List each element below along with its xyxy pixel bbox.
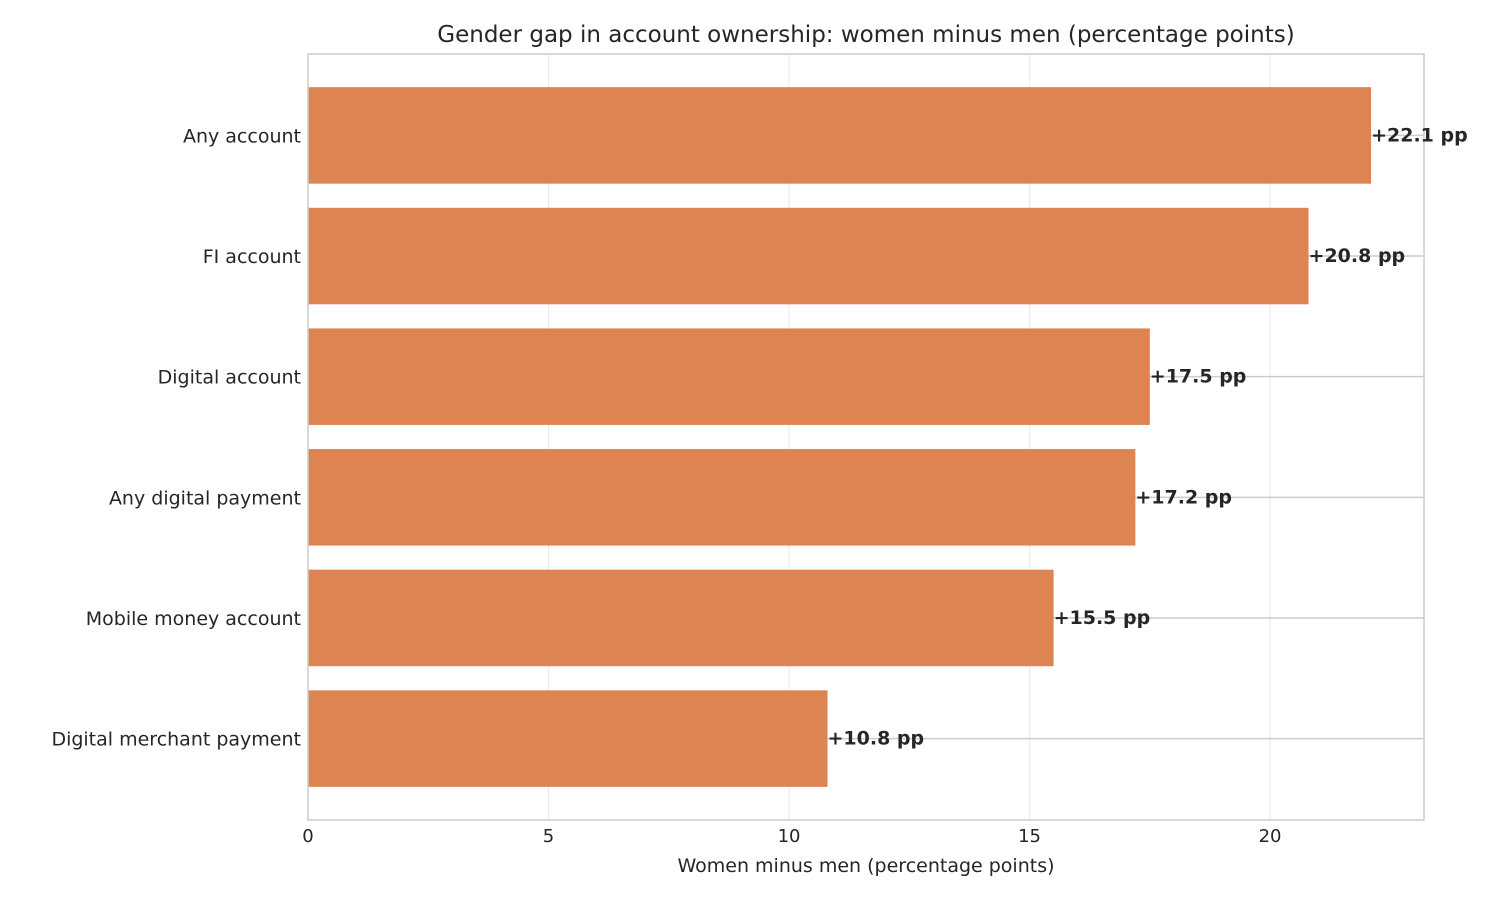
y-tick-label: Any digital payment xyxy=(109,487,301,509)
bar xyxy=(308,207,1309,305)
x-axis-label: Women minus men (percentage points) xyxy=(677,855,1054,877)
data-label: +20.8 pp xyxy=(1309,245,1406,267)
x-tick-label: 5 xyxy=(543,826,554,847)
bar xyxy=(308,328,1150,425)
y-tick-label: FI account xyxy=(203,246,301,268)
data-label: +17.2 pp xyxy=(1135,486,1232,508)
bar xyxy=(308,449,1136,546)
data-label: +17.5 pp xyxy=(1150,366,1247,388)
y-tick-label: Digital account xyxy=(158,367,301,389)
bar xyxy=(308,690,828,787)
y-tick-label: Mobile money account xyxy=(86,608,301,630)
x-tick-label: 0 xyxy=(302,826,313,847)
x-tick-label: 20 xyxy=(1259,826,1282,847)
bars xyxy=(308,87,1372,787)
bar xyxy=(308,87,1372,184)
plot-frame xyxy=(307,53,1425,821)
x-tick-label: 10 xyxy=(778,826,801,847)
data-label: +10.8 pp xyxy=(828,728,925,750)
data-label: +22.1 pp xyxy=(1371,124,1468,146)
y-tick-label: Digital merchant payment xyxy=(51,729,301,751)
data-label: +15.5 pp xyxy=(1054,607,1151,629)
x-tick-label: 15 xyxy=(1018,826,1041,847)
bar xyxy=(308,569,1054,667)
chart-title: Gender gap in account ownership: women m… xyxy=(437,22,1294,48)
y-tick-label: Any account xyxy=(183,125,301,147)
labels: Any account +22.1 pp FI account +20.8 pp Dig… xyxy=(51,124,1467,750)
x-axis-ticks: 0 5 10 15 20 xyxy=(302,826,1281,847)
